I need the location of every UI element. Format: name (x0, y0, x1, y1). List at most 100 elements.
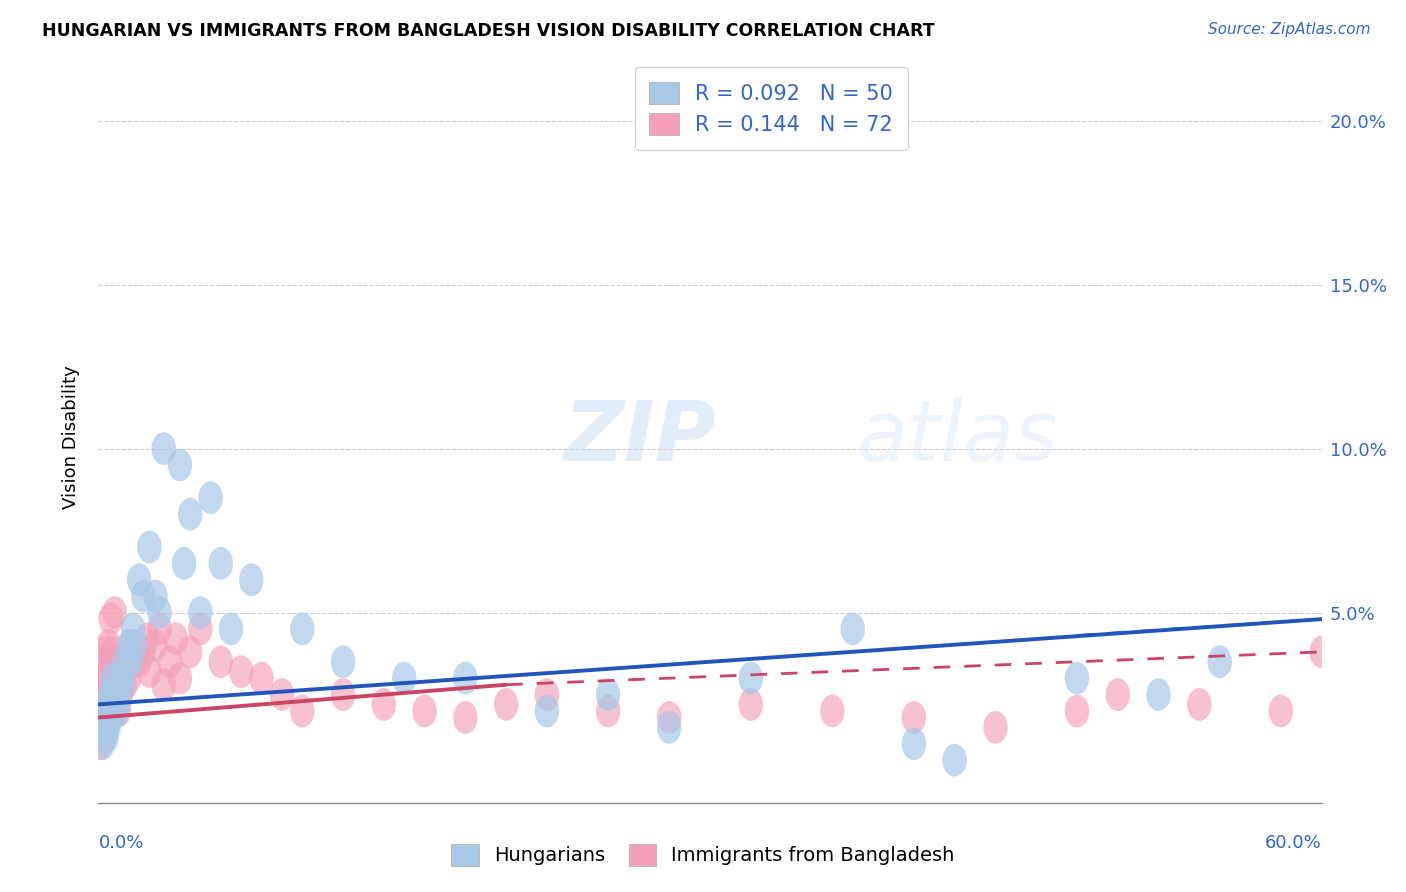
Ellipse shape (100, 688, 125, 721)
Ellipse shape (657, 711, 682, 744)
Ellipse shape (100, 662, 125, 695)
Ellipse shape (596, 678, 620, 711)
Ellipse shape (1268, 695, 1294, 727)
Ellipse shape (100, 695, 125, 727)
Ellipse shape (103, 656, 127, 688)
Ellipse shape (120, 629, 143, 662)
Ellipse shape (94, 678, 120, 711)
Ellipse shape (121, 613, 145, 645)
Ellipse shape (93, 645, 117, 678)
Ellipse shape (1187, 688, 1212, 721)
Ellipse shape (89, 711, 112, 744)
Ellipse shape (135, 623, 160, 656)
Ellipse shape (103, 695, 127, 727)
Ellipse shape (107, 668, 131, 701)
Ellipse shape (152, 432, 176, 465)
Ellipse shape (100, 635, 125, 668)
Ellipse shape (179, 498, 202, 531)
Ellipse shape (249, 662, 274, 695)
Ellipse shape (103, 678, 127, 711)
Ellipse shape (290, 613, 315, 645)
Ellipse shape (143, 580, 167, 613)
Ellipse shape (219, 613, 243, 645)
Legend: R = 0.092   N = 50, R = 0.144   N = 72: R = 0.092 N = 50, R = 0.144 N = 72 (636, 67, 907, 150)
Ellipse shape (98, 701, 122, 734)
Ellipse shape (111, 656, 135, 688)
Ellipse shape (152, 668, 176, 701)
Ellipse shape (229, 656, 253, 688)
Ellipse shape (98, 603, 122, 635)
Ellipse shape (117, 629, 141, 662)
Ellipse shape (97, 668, 121, 701)
Ellipse shape (93, 695, 117, 727)
Text: ZIP: ZIP (564, 397, 716, 477)
Ellipse shape (163, 623, 188, 656)
Ellipse shape (290, 695, 315, 727)
Ellipse shape (239, 564, 263, 596)
Ellipse shape (148, 613, 172, 645)
Ellipse shape (901, 701, 927, 734)
Ellipse shape (90, 727, 115, 760)
Ellipse shape (90, 662, 115, 695)
Ellipse shape (93, 662, 117, 695)
Ellipse shape (820, 695, 845, 727)
Ellipse shape (1064, 662, 1090, 695)
Y-axis label: Vision Disability: Vision Disability (62, 365, 80, 509)
Ellipse shape (453, 701, 478, 734)
Ellipse shape (738, 688, 763, 721)
Ellipse shape (98, 678, 122, 711)
Ellipse shape (148, 596, 172, 629)
Ellipse shape (188, 613, 212, 645)
Ellipse shape (93, 695, 117, 727)
Ellipse shape (94, 701, 120, 734)
Ellipse shape (1146, 678, 1171, 711)
Ellipse shape (98, 678, 122, 711)
Ellipse shape (107, 695, 131, 727)
Ellipse shape (104, 695, 129, 727)
Ellipse shape (115, 645, 139, 678)
Ellipse shape (143, 629, 167, 662)
Ellipse shape (330, 645, 356, 678)
Ellipse shape (127, 645, 152, 678)
Text: 60.0%: 60.0% (1265, 834, 1322, 852)
Ellipse shape (89, 727, 112, 760)
Ellipse shape (112, 668, 138, 701)
Ellipse shape (270, 678, 294, 711)
Ellipse shape (107, 662, 131, 695)
Text: Source: ZipAtlas.com: Source: ZipAtlas.com (1208, 22, 1371, 37)
Ellipse shape (188, 596, 212, 629)
Ellipse shape (208, 645, 233, 678)
Ellipse shape (1064, 695, 1090, 727)
Ellipse shape (179, 635, 202, 668)
Ellipse shape (392, 662, 416, 695)
Ellipse shape (112, 645, 138, 678)
Ellipse shape (453, 662, 478, 695)
Legend: Hungarians, Immigrants from Bangladesh: Hungarians, Immigrants from Bangladesh (443, 837, 963, 873)
Ellipse shape (534, 695, 560, 727)
Ellipse shape (98, 645, 122, 678)
Ellipse shape (90, 688, 115, 721)
Ellipse shape (100, 662, 125, 695)
Ellipse shape (97, 695, 121, 727)
Ellipse shape (657, 701, 682, 734)
Ellipse shape (103, 596, 127, 629)
Ellipse shape (841, 613, 865, 645)
Ellipse shape (208, 547, 233, 580)
Ellipse shape (122, 629, 148, 662)
Ellipse shape (1309, 635, 1334, 668)
Text: 0.0%: 0.0% (98, 834, 143, 852)
Ellipse shape (93, 678, 117, 711)
Ellipse shape (94, 711, 120, 744)
Ellipse shape (131, 635, 156, 668)
Ellipse shape (93, 711, 117, 744)
Ellipse shape (104, 678, 129, 711)
Ellipse shape (534, 678, 560, 711)
Ellipse shape (494, 688, 519, 721)
Ellipse shape (108, 662, 134, 695)
Ellipse shape (901, 727, 927, 760)
Ellipse shape (330, 678, 356, 711)
Ellipse shape (104, 645, 129, 678)
Ellipse shape (127, 564, 152, 596)
Ellipse shape (122, 645, 148, 678)
Ellipse shape (167, 449, 193, 482)
